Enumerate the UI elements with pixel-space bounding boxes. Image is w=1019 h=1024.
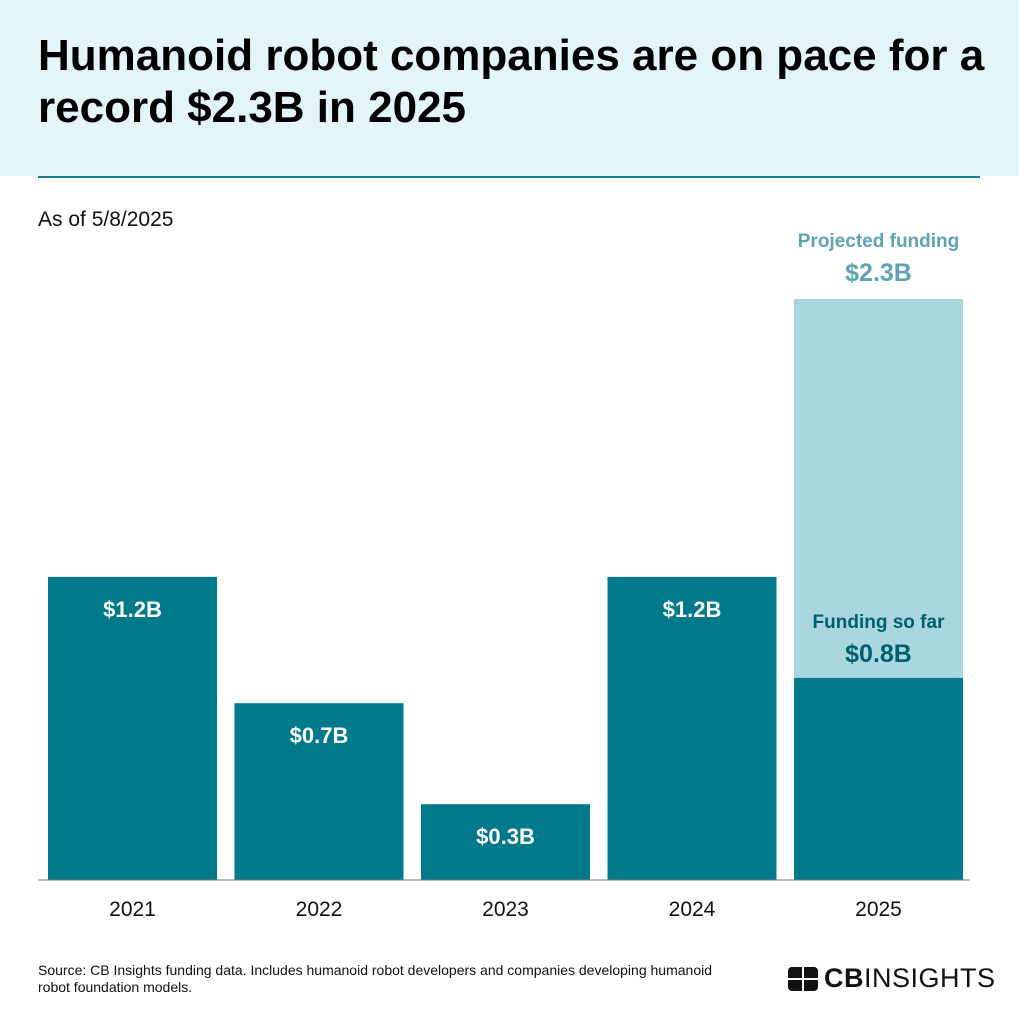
source-note: Source: CB Insights funding data. Includ… — [38, 962, 712, 995]
bar-2022 — [234, 703, 404, 880]
x-tick-label-2021: 2021 — [109, 898, 156, 921]
logo-bold: CB — [824, 963, 864, 993]
projected-name-label: Projected funding — [798, 231, 960, 252]
logo-mark-icon — [788, 966, 818, 991]
bar-2024 — [607, 576, 777, 880]
so-far-value-label: $0.8B — [845, 640, 912, 668]
data-label-2023: $0.3B — [476, 824, 535, 849]
data-label-2021: $1.2B — [103, 597, 162, 622]
x-tick-label-2023: 2023 — [482, 898, 529, 921]
bar-2025 — [794, 677, 963, 880]
x-tick-label-2025: 2025 — [855, 898, 902, 921]
chart-title: Humanoid robot companies are on pace for… — [38, 31, 985, 132]
so-far-name-label: Funding so far — [813, 612, 946, 633]
bar-2023 — [421, 804, 590, 880]
data-label-2022: $0.7B — [290, 723, 349, 748]
bar-2021 — [48, 576, 217, 880]
x-tick-label-2024: 2024 — [669, 898, 716, 921]
header-divider — [38, 176, 980, 178]
header-band — [0, 0, 1019, 176]
as-of-date: As of 5/8/2025 — [38, 208, 174, 231]
projected-value-label: $2.3B — [845, 259, 912, 287]
logo-rest: INSIGHTS — [864, 963, 996, 993]
x-tick-label-2022: 2022 — [296, 898, 343, 921]
data-label-2024: $1.2B — [663, 597, 722, 622]
cb-insights-logo: CBINSIGHTS — [788, 963, 996, 994]
